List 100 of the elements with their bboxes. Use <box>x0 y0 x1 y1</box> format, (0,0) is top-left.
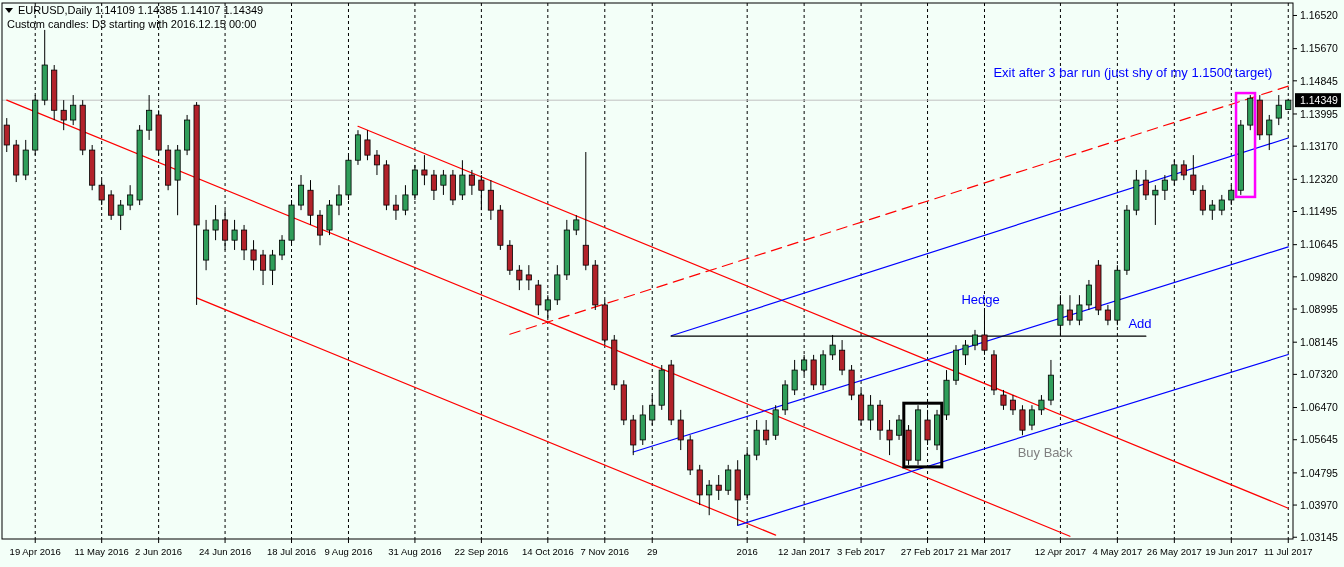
candlestick <box>839 339 846 376</box>
candlestick <box>212 204 219 241</box>
x-tick-label: 29 <box>646 546 658 557</box>
candlestick <box>421 154 428 186</box>
x-tick-label: 18 Jul 2016 <box>266 546 317 557</box>
candlestick <box>1152 184 1159 226</box>
x-tick-label: 14 Oct 2016 <box>521 546 574 557</box>
candlestick <box>706 479 713 516</box>
y-tick-label: 1.11495 <box>1300 205 1338 218</box>
x-tick-label: 21 Mar 2017 <box>957 546 1012 557</box>
candlestick <box>373 149 380 176</box>
candlestick <box>1076 294 1083 326</box>
x-tick-label: 24 Jun 2016 <box>198 546 252 557</box>
candlestick <box>1019 404 1026 436</box>
candlestick <box>117 199 124 231</box>
ref-line-label: 1.14349 <box>1300 93 1339 106</box>
candlestick <box>316 209 324 246</box>
y-tick-label: 1.06470 <box>1300 401 1339 414</box>
y-tick-label: 1.10645 <box>1300 238 1339 251</box>
candlestick <box>1218 194 1225 216</box>
y-tick-label: 1.03970 <box>1300 498 1339 511</box>
y-tick-label: 1.13995 <box>1300 107 1339 120</box>
candlestick <box>108 189 115 221</box>
candlestick <box>127 184 134 211</box>
candlestick <box>962 339 969 366</box>
x-tick-label: 2016 <box>736 546 758 557</box>
candlestick <box>1266 114 1273 151</box>
x-tick-label: 4 May 2017 <box>1092 546 1143 557</box>
x-tick-label: 7 Nov 2016 <box>580 546 630 557</box>
candlestick <box>886 419 893 456</box>
x-tick-label: 11 Jul 2017 <box>1264 546 1313 557</box>
candlestick <box>1028 404 1035 431</box>
candlestick <box>573 214 580 236</box>
candlestick <box>1085 279 1092 311</box>
candlestick <box>231 219 238 251</box>
candlestick <box>146 94 153 141</box>
annotation: Add <box>1128 315 1152 331</box>
candlestick <box>298 174 305 211</box>
x-tick-label: 22 Sep 2016 <box>454 546 509 557</box>
chart-title: EURUSD,Daily 1.14109 1.14385 1.14107 1.14349 <box>18 4 264 16</box>
x-tick-label: 2 Jun 2016 <box>135 546 183 557</box>
candlestick <box>725 464 732 496</box>
candlestick <box>525 264 532 291</box>
candlestick <box>516 264 523 291</box>
x-tick-label: 26 May 2017 <box>1146 546 1202 557</box>
candlestick <box>430 169 437 201</box>
candlestick <box>402 184 409 216</box>
text: Custom candles: D3 starting with 2016.12.15 00:00 <box>7 18 257 30</box>
annotation: Hedge <box>961 292 1000 308</box>
candlestick <box>791 359 798 396</box>
x-tick-label: 31 Aug 2016 <box>388 546 442 557</box>
x-tick-label: 11 May 2016 <box>74 546 129 557</box>
candlestick <box>279 234 286 261</box>
y-tick-label: 1.08145 <box>1300 335 1339 348</box>
candlestick <box>364 129 371 161</box>
candlestick <box>1275 94 1282 126</box>
x-tick-label: 19 Jun 2017 <box>1205 546 1258 557</box>
x-tick-label: 3 Feb 2017 <box>837 546 886 557</box>
y-tick-label: 1.07320 <box>1300 368 1339 381</box>
candlestick <box>1038 394 1045 416</box>
candlestick <box>896 414 903 441</box>
candlestick <box>1066 294 1073 326</box>
y-tick-label: 1.09820 <box>1300 270 1339 283</box>
candlestick <box>260 249 267 286</box>
candlestick <box>335 184 342 216</box>
x-tick-label: 19 Apr 2016 <box>9 546 61 557</box>
y-tick-label: 1.15670 <box>1300 42 1339 55</box>
candlestick <box>1142 169 1149 201</box>
y-tick-label: 1.12320 <box>1300 173 1339 185</box>
candlestick <box>582 151 589 271</box>
candlestick <box>468 169 475 196</box>
candlestick <box>1000 389 1007 411</box>
candlestick <box>60 99 67 131</box>
x-tick-label: 9 Aug 2016 <box>324 546 373 557</box>
candlestick <box>1209 199 1216 221</box>
annotation: Exit after 3 bar run (just shy of my 1.1500 target) <box>993 64 1273 80</box>
candlestick <box>459 159 466 201</box>
candlestick <box>1104 304 1111 326</box>
y-tick-label: 1.03145 <box>1300 530 1339 543</box>
candlestick <box>392 194 399 221</box>
candlestick <box>1199 184 1206 216</box>
candlestick <box>1009 394 1016 416</box>
candlestick <box>677 409 684 451</box>
candlestick <box>1180 159 1187 181</box>
y-tick-label: 1.13170 <box>1300 139 1339 152</box>
candlestick <box>70 94 77 126</box>
y-tick-label: 1.16520 <box>1300 9 1339 22</box>
candlestick <box>269 249 276 286</box>
x-tick-label: 27 Feb 2017 <box>900 546 955 557</box>
candlestick <box>1190 154 1197 196</box>
candlestick <box>924 409 931 446</box>
candlestick <box>250 239 257 271</box>
candlestick <box>241 224 248 261</box>
annotation: Buy Back <box>1017 444 1074 460</box>
y-tick-label: 1.08995 <box>1300 302 1339 315</box>
y-tick-label: 1.04795 <box>1300 466 1339 479</box>
x-tick-label: 12 Jan 2017 <box>777 546 831 557</box>
candlestick <box>763 419 770 446</box>
candlestick <box>535 279 542 316</box>
x-tick-label: 12 Apr 2017 <box>1034 546 1087 557</box>
